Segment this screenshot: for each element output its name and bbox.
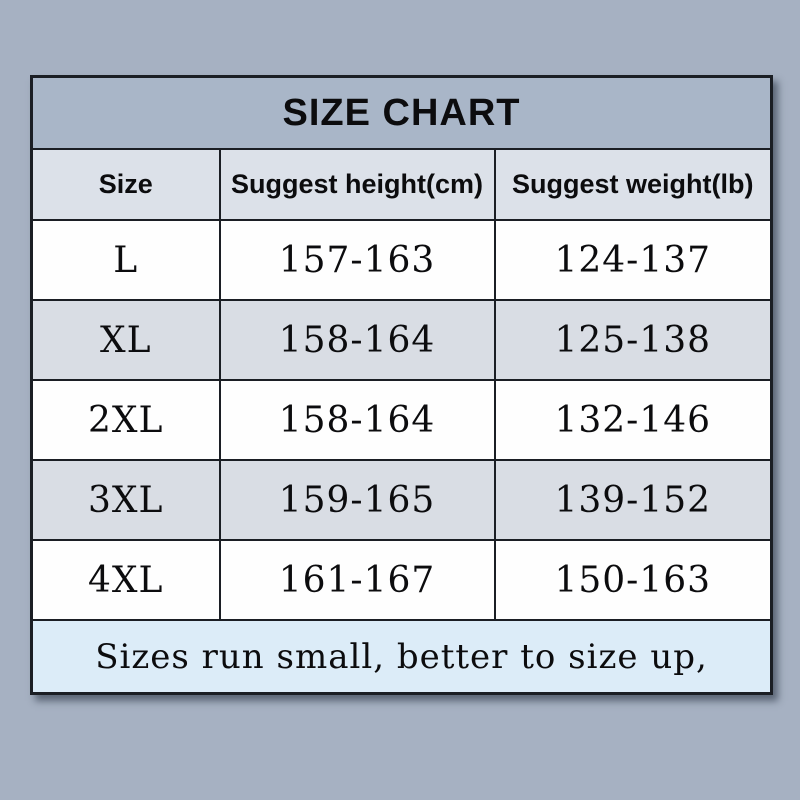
size-note: Sizes run small, better to size up,	[30, 619, 773, 695]
table-row: 2XL 158-164 132-146	[30, 379, 773, 461]
size-cell: XL	[30, 299, 221, 381]
title-row: SIZE CHART	[30, 75, 773, 150]
size-cell: 3XL	[30, 459, 221, 541]
size-chart-table: SIZE CHART Size Suggest height(cm) Sugge…	[30, 75, 774, 695]
header-row: Size Suggest height(cm) Suggest weight(l…	[30, 148, 773, 221]
size-chart-panel: SIZE CHART Size Suggest height(cm) Sugge…	[30, 75, 774, 695]
column-header-height: Suggest height(cm)	[218, 148, 496, 221]
height-cell: 158-164	[218, 299, 496, 381]
height-cell: 158-164	[218, 379, 496, 461]
column-header-weight: Suggest weight(lb)	[493, 148, 773, 221]
column-header-size: Size	[30, 148, 221, 221]
size-cell: L	[30, 219, 221, 301]
weight-cell: 139-152	[493, 459, 773, 541]
weight-cell: 132-146	[493, 379, 773, 461]
height-cell: 159-165	[218, 459, 496, 541]
weight-cell: 150-163	[493, 539, 773, 621]
size-chart-title: SIZE CHART	[30, 75, 773, 150]
size-cell: 4XL	[30, 539, 221, 621]
height-cell: 161-167	[218, 539, 496, 621]
table-row: 4XL 161-167 150-163	[30, 539, 773, 621]
table-row: 3XL 159-165 139-152	[30, 459, 773, 541]
size-cell: 2XL	[30, 379, 221, 461]
height-cell: 157-163	[218, 219, 496, 301]
weight-cell: 125-138	[493, 299, 773, 381]
footer-row: Sizes run small, better to size up,	[30, 619, 773, 695]
table-row: L 157-163 124-137	[30, 219, 773, 301]
table-row: XL 158-164 125-138	[30, 299, 773, 381]
weight-cell: 124-137	[493, 219, 773, 301]
